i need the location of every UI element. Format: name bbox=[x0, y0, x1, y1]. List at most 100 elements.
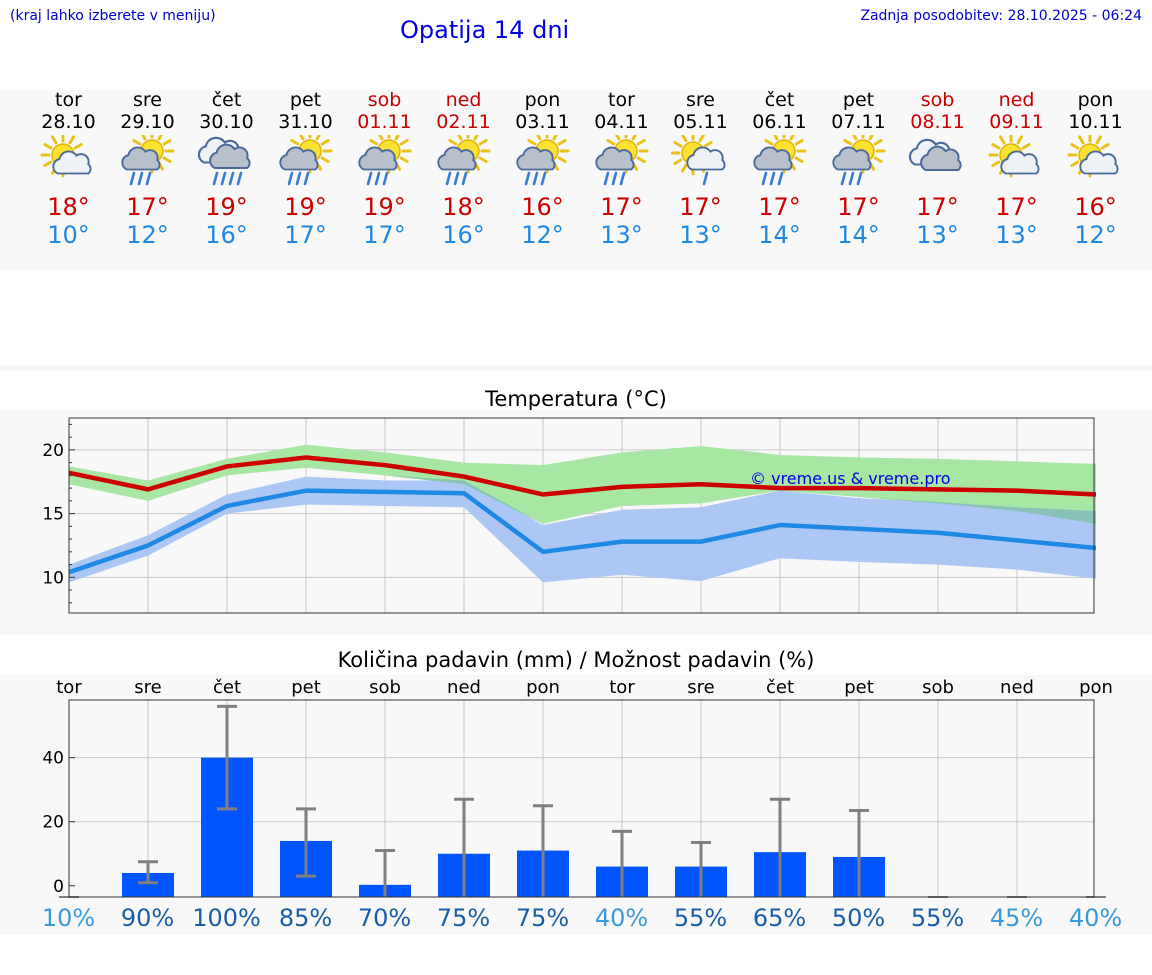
temp-min: 14° bbox=[758, 221, 801, 249]
location-hint: (kraj lahko izberete v meniju) bbox=[10, 8, 216, 24]
day-column: tor 04.11 17° 13° bbox=[582, 89, 661, 249]
day-name: sob bbox=[367, 89, 402, 111]
min-range-band bbox=[69, 476, 1096, 583]
y-tick-label: 10 bbox=[42, 568, 64, 588]
precip-probability: 10% bbox=[41, 904, 96, 932]
precip-probability: 55% bbox=[673, 904, 728, 932]
temp-max: 19° bbox=[363, 193, 406, 221]
day-date: 09.11 bbox=[989, 111, 1044, 133]
day-column: čet 30.10 19° 16° bbox=[187, 89, 266, 249]
precip-probability: 50% bbox=[831, 904, 886, 932]
temperature-chart: © vreme.us & vreme.pro 10 15 20 bbox=[42, 417, 1097, 614]
temp-max: 18° bbox=[47, 193, 90, 221]
temp-max: 17° bbox=[758, 193, 801, 221]
day-column: sob 01.11 19° 17° bbox=[345, 89, 424, 249]
day-name: sre bbox=[133, 89, 162, 111]
min-temp-line bbox=[68, 488, 1097, 575]
precip-probability: 45% bbox=[989, 904, 1044, 932]
page-title: Opatija 14 dni bbox=[400, 16, 570, 44]
day-column: ned 09.11 17° 13° bbox=[977, 89, 1056, 249]
sun-cloud-rain-icon bbox=[357, 135, 411, 186]
temp-max: 19° bbox=[205, 193, 248, 221]
cloud-icon bbox=[908, 138, 962, 171]
precip-probability: 70% bbox=[357, 904, 412, 932]
day-label: sre bbox=[134, 677, 161, 698]
precip-probability: 90% bbox=[120, 904, 175, 932]
sun-cloud-rain-icon bbox=[278, 135, 332, 186]
precip-probability: 75% bbox=[436, 904, 491, 932]
day-label: tor bbox=[609, 677, 635, 698]
day-name: pet bbox=[289, 89, 322, 111]
day-date: 08.11 bbox=[910, 111, 965, 133]
day-name: pon bbox=[1077, 89, 1114, 111]
temp-max: 17° bbox=[679, 193, 722, 221]
day-name: tor bbox=[608, 89, 635, 111]
day-date: 05.11 bbox=[673, 111, 728, 133]
temperature-chart-bg: © vreme.us & vreme.pro 10 15 20 bbox=[0, 410, 1152, 635]
sun-cloud-rain-icon bbox=[120, 135, 174, 186]
day-name: sob bbox=[920, 89, 955, 111]
sun-cloud-icon bbox=[988, 135, 1039, 178]
cloud-heavy-rain-icon bbox=[197, 136, 251, 186]
day-label: ned bbox=[447, 677, 481, 698]
sun-cloud-rain-icon bbox=[436, 135, 490, 186]
temp-min: 17° bbox=[284, 221, 327, 249]
temp-min: 13° bbox=[679, 221, 722, 249]
precip-probability: 40% bbox=[1068, 904, 1123, 932]
day-date: 02.11 bbox=[436, 111, 491, 133]
divider bbox=[0, 365, 1152, 371]
day-name: pon bbox=[524, 89, 561, 111]
temperature-chart-title: Temperatura (°C) bbox=[485, 387, 667, 411]
temp-max: 19° bbox=[284, 193, 327, 221]
last-update: Zadnja posodobitev: 28.10.2025 - 06:24 bbox=[860, 8, 1142, 24]
day-label: pet bbox=[844, 677, 874, 698]
precip-probability: 75% bbox=[515, 904, 570, 932]
temp-min: 16° bbox=[442, 221, 485, 249]
day-name: pet bbox=[842, 89, 875, 111]
sun-cloud-rain-icon bbox=[594, 135, 648, 186]
temp-min: 12° bbox=[1074, 221, 1117, 249]
day-date: 28.10 bbox=[41, 111, 96, 133]
y-tick-label: 20 bbox=[42, 441, 64, 461]
precip-probability: 65% bbox=[752, 904, 807, 932]
day-column: tor 28.10 18° 10° bbox=[29, 89, 108, 249]
day-column: pon 03.11 16° 12° bbox=[503, 89, 582, 249]
max-temp-line bbox=[68, 455, 1097, 497]
precip-probability: 55% bbox=[910, 904, 965, 932]
temp-min: 12° bbox=[126, 221, 169, 249]
temp-min: 17° bbox=[363, 221, 406, 249]
precip-probability: 40% bbox=[594, 904, 649, 932]
day-name: čet bbox=[764, 89, 795, 111]
day-name: ned bbox=[998, 89, 1035, 111]
daily-forecast: tor 28.10 18° 10° sre 29.10 17° 12° čet 30.10 19° 1… bbox=[0, 89, 1152, 270]
temp-max: 17° bbox=[126, 193, 169, 221]
sun-cloud-rain-icon bbox=[752, 135, 806, 186]
day-date: 01.11 bbox=[357, 111, 412, 133]
day-label: pon bbox=[526, 677, 560, 698]
day-name: čet bbox=[211, 89, 242, 111]
temp-max: 17° bbox=[995, 193, 1038, 221]
day-column: sob 08.11 17° 13° bbox=[898, 89, 977, 249]
day-date: 06.11 bbox=[752, 111, 807, 133]
day-label: sob bbox=[369, 677, 401, 698]
temp-max: 17° bbox=[916, 193, 959, 221]
temp-min: 16° bbox=[205, 221, 248, 249]
day-date: 03.11 bbox=[515, 111, 570, 133]
watermark: © vreme.us & vreme.pro bbox=[750, 469, 951, 488]
y-tick-label: 40 bbox=[42, 749, 64, 769]
temp-min: 13° bbox=[600, 221, 643, 249]
y-tick-label: 15 bbox=[42, 505, 64, 525]
max-range-band bbox=[69, 444, 1096, 524]
day-label: ned bbox=[1000, 677, 1034, 698]
day-date: 30.10 bbox=[199, 111, 254, 133]
precip-probability: 85% bbox=[278, 904, 333, 932]
day-label: tor bbox=[56, 677, 82, 698]
day-name: ned bbox=[445, 89, 482, 111]
sun-cloud-icon bbox=[40, 135, 91, 178]
precip-chart-title: Količina padavin (mm) / Možnost padavin … bbox=[337, 648, 815, 672]
temp-max: 18° bbox=[442, 193, 485, 221]
precipitation-chart: tor sre čet pet sob ned pon tor sre čet pet sob ned p… bbox=[42, 677, 1113, 898]
plot-frame bbox=[68, 417, 1095, 614]
day-column: pon 10.11 16° 12° bbox=[1056, 89, 1135, 249]
day-column: čet 06.11 17° 14° bbox=[740, 89, 819, 249]
